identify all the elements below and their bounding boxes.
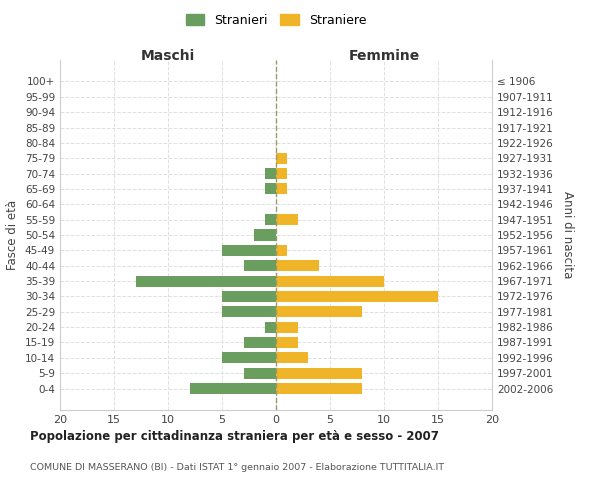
Bar [254,230,276,240]
Bar [276,368,362,378]
Bar [265,184,276,194]
Text: Popolazione per cittadinanza straniera per età e sesso - 2007: Popolazione per cittadinanza straniera p… [30,430,439,443]
Bar [276,276,384,286]
Legend: Stranieri, Straniere: Stranieri, Straniere [181,8,371,32]
Y-axis label: Fasce di età: Fasce di età [7,200,19,270]
Bar [276,168,287,179]
Bar [136,276,276,286]
Text: COMUNE DI MASSERANO (BI) - Dati ISTAT 1° gennaio 2007 - Elaborazione TUTTITALIA.: COMUNE DI MASSERANO (BI) - Dati ISTAT 1°… [30,462,444,471]
Bar [276,152,287,164]
Bar [244,337,276,348]
Bar [276,245,287,256]
Bar [222,306,276,318]
Bar [265,168,276,179]
Bar [265,322,276,332]
Text: Maschi: Maschi [141,49,195,63]
Y-axis label: Anni di nascita: Anni di nascita [560,192,574,278]
Bar [222,245,276,256]
Bar [276,306,362,318]
Bar [276,383,362,394]
Bar [276,260,319,271]
Bar [276,352,308,364]
Bar [244,368,276,378]
Bar [276,291,438,302]
Bar [222,352,276,364]
Text: Femmine: Femmine [349,49,419,63]
Bar [244,260,276,271]
Bar [190,383,276,394]
Bar [265,214,276,225]
Bar [222,291,276,302]
Bar [276,214,298,225]
Bar [276,184,287,194]
Bar [276,322,298,332]
Bar [276,337,298,348]
